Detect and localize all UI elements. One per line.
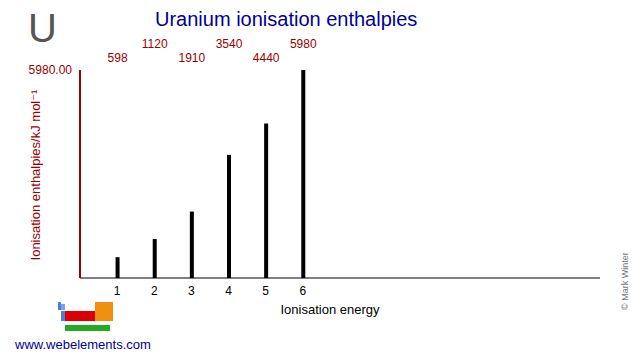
svg-text:Ionisation enthalpies/kJ mol⁻¹: Ionisation enthalpies/kJ mol⁻¹ (28, 89, 43, 261)
svg-text:1910: 1910 (179, 51, 206, 65)
svg-text:1: 1 (114, 284, 121, 298)
svg-text:3540: 3540 (216, 37, 243, 51)
svg-text:© Mark Winter: © Mark Winter (620, 252, 630, 310)
svg-text:2: 2 (151, 284, 158, 298)
svg-text:5980: 5980 (290, 37, 317, 51)
svg-text:U: U (28, 6, 57, 50)
svg-text:Ionisation energy: Ionisation energy (280, 302, 380, 317)
svg-text:Uranium ionisation enthalpies: Uranium ionisation enthalpies (155, 8, 417, 30)
svg-text:5: 5 (262, 284, 269, 298)
svg-text:4: 4 (225, 284, 232, 298)
svg-text:6: 6 (300, 284, 307, 298)
svg-text:598: 598 (108, 51, 128, 65)
svg-text:1120: 1120 (142, 37, 168, 51)
svg-text:3: 3 (188, 284, 195, 298)
svg-text:www.webelements.com: www.webelements.com (14, 337, 151, 352)
svg-text:5980.00: 5980.00 (29, 63, 73, 77)
svg-text:4440: 4440 (253, 51, 280, 65)
